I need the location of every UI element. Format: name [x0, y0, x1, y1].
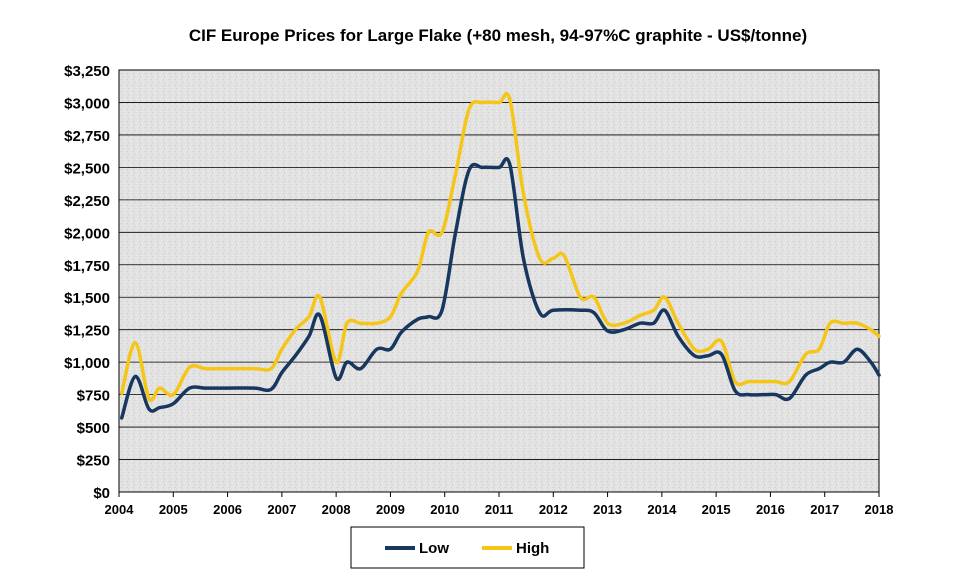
- chart-title: CIF Europe Prices for Large Flake (+80 m…: [189, 26, 807, 45]
- x-tick-label: 2009: [376, 502, 405, 517]
- y-tick-label: $1,750: [64, 258, 110, 275]
- y-tick-label: $0: [93, 485, 110, 502]
- x-tick-label: 2017: [810, 502, 839, 517]
- y-tick-label: $2,250: [64, 193, 110, 210]
- x-tick-label: 2008: [322, 502, 351, 517]
- x-tick-label: 2015: [702, 502, 731, 517]
- y-tick-label: $2,500: [64, 160, 110, 177]
- legend-label-high: High: [516, 540, 549, 557]
- plot-area: [118, 69, 880, 493]
- series-line-low: [119, 156, 881, 420]
- y-tick-label: $2,750: [64, 128, 110, 145]
- x-tick-label: 2007: [267, 502, 296, 517]
- x-axis-ticks: 2004 2005 2006 2007 2008 2009 2010 2011 2012 2013…: [105, 492, 894, 517]
- series-lines: [119, 92, 881, 420]
- gridlines: [119, 102, 879, 460]
- x-tick-label: 2005: [159, 502, 188, 517]
- x-tick-label: 2010: [430, 502, 459, 517]
- y-tick-label: $3,000: [64, 95, 110, 112]
- y-tick-label: $1,250: [64, 323, 110, 340]
- y-tick-label: $1,000: [64, 355, 110, 372]
- series-line-high: [119, 92, 881, 403]
- y-axis-ticks: $0 $250 $500 $750 $1,000 $1,250 $1,500 $1,750 $2…: [64, 63, 110, 502]
- x-tick-label: 2012: [539, 502, 568, 517]
- y-tick-label: $1,500: [64, 290, 110, 307]
- legend-label-low: Low: [419, 540, 449, 557]
- x-tick-label: 2013: [593, 502, 622, 517]
- y-tick-label: $250: [77, 453, 110, 470]
- legend: Low High: [350, 526, 585, 569]
- x-tick-label: 2014: [647, 502, 677, 517]
- x-tick-label: 2011: [485, 502, 513, 517]
- x-tick-label: 2006: [213, 502, 242, 517]
- x-tick-label: 2018: [865, 502, 894, 517]
- y-tick-label: $750: [77, 388, 110, 405]
- y-tick-label: $2,000: [64, 225, 110, 242]
- y-tick-label: $3,250: [64, 63, 110, 80]
- x-tick-label: 2004: [105, 502, 135, 517]
- x-tick-label: 2016: [756, 502, 785, 517]
- y-tick-label: $500: [77, 420, 110, 437]
